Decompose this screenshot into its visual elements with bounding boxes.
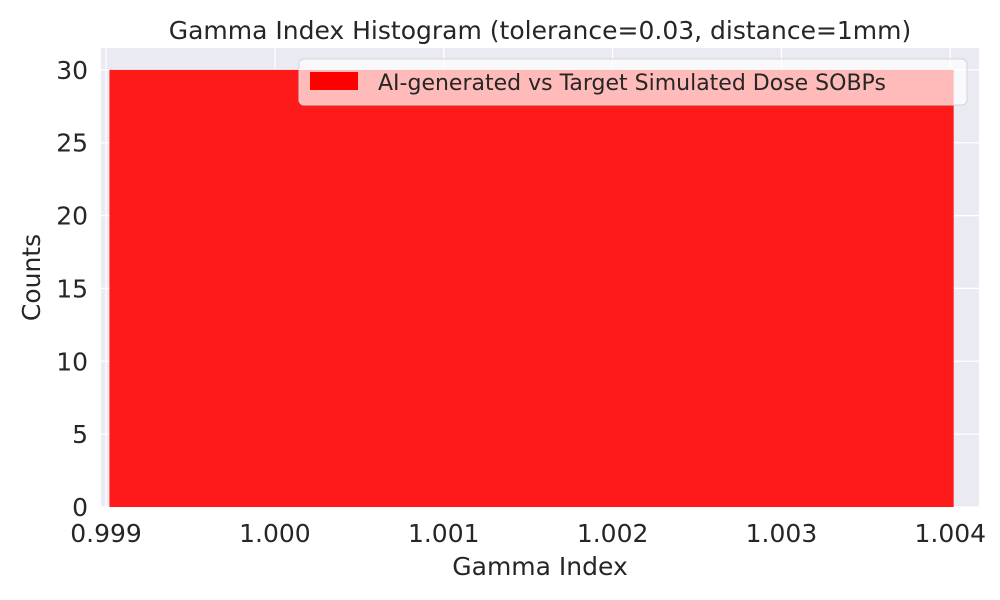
x-tick-label: 1.004 (915, 519, 987, 548)
y-tick-label: 5 (72, 420, 88, 449)
x-tick-label: 1.000 (239, 519, 311, 548)
legend: AI-generated vs Target Simulated Dose SO… (298, 58, 968, 106)
bars (109, 69, 954, 507)
legend-box (298, 58, 968, 106)
y-tick-label: 30 (56, 56, 88, 85)
x-tick-label: 0.999 (70, 519, 142, 548)
x-tick-labels: 0.999 1.000 1.001 1.002 1.003 1.004 (70, 519, 986, 548)
histogram-bar (109, 69, 954, 507)
y-tick-labels: 0 5 10 15 20 25 30 (56, 56, 88, 522)
x-tick-label: 1.002 (577, 519, 649, 548)
y-tick-label: 15 (56, 274, 88, 303)
legend-swatch (310, 72, 358, 90)
x-tick-label: 1.001 (408, 519, 480, 548)
x-axis-label: Gamma Index (452, 552, 628, 581)
y-tick-label: 25 (56, 129, 88, 158)
chart-title: Gamma Index Histogram (tolerance=0.03, d… (169, 16, 912, 45)
legend-label: AI-generated vs Target Simulated Dose SO… (378, 71, 886, 96)
y-tick-label: 10 (56, 347, 88, 376)
y-axis-label: Counts (17, 234, 46, 321)
x-tick-label: 1.003 (746, 519, 818, 548)
y-tick-label: 20 (56, 202, 88, 231)
y-tick-label: 0 (72, 493, 88, 522)
